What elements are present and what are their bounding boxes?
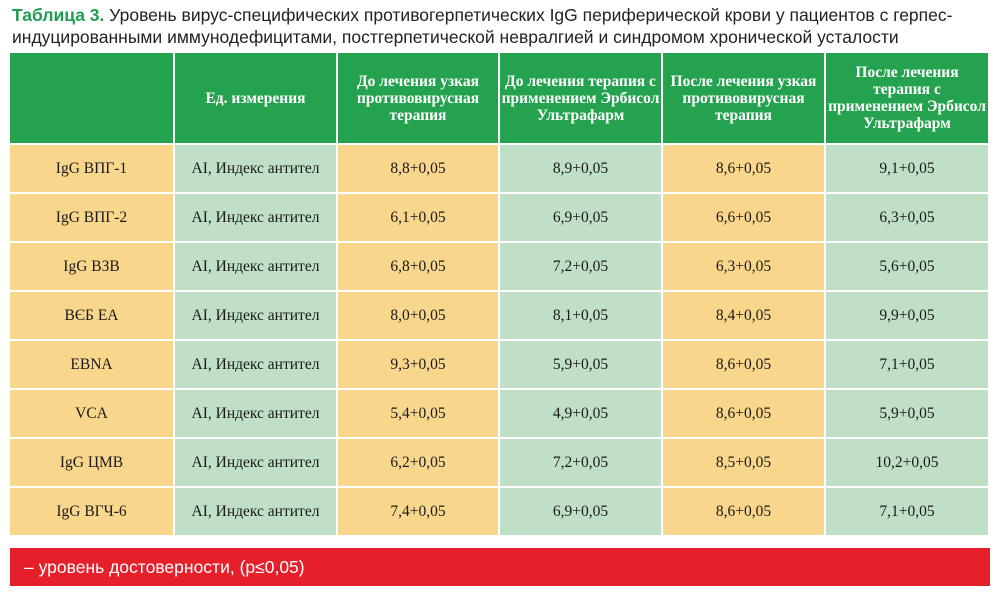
param-cell: ВЄБ ЕА	[10, 292, 175, 341]
unit-cell: AI, Индекс антител	[175, 243, 338, 292]
value-cell: 8,6+0,05	[663, 390, 826, 439]
value-cell: 4,9+0,05	[500, 390, 663, 439]
value-cell: 6,9+0,05	[500, 194, 663, 243]
value-cell: 8,0+0,05	[338, 292, 500, 341]
unit-cell: AI, Индекс антител	[175, 292, 338, 341]
param-cell: EBNA	[10, 341, 175, 390]
significance-note: – уровень достоверности, (p≤0,05)	[10, 548, 990, 586]
table-caption: Таблица 3. Уровень вирус-специфических п…	[12, 4, 992, 48]
value-cell: 8,6+0,05	[663, 488, 826, 537]
param-cell: IgG ВПГ-1	[10, 145, 175, 194]
table-row: IgG ЦМВ AI, Индекс антител 6,2+0,05 7,2+…	[10, 439, 990, 488]
value-cell: 10,2+0,05	[826, 439, 990, 488]
value-cell: 7,2+0,05	[500, 243, 663, 292]
header-before-narrow: До лечения узкая противовирусная терапия	[338, 53, 500, 145]
unit-cell: AI, Индекс антител	[175, 488, 338, 537]
value-cell: 6,8+0,05	[338, 243, 500, 292]
value-cell: 6,3+0,05	[826, 194, 990, 243]
header-unit: Ед. измерения	[175, 53, 338, 145]
header-before-erbisol: До лечения терапия с применением Эрбисол…	[500, 53, 663, 145]
table-row: IgG ВПГ-1 AI, Индекс антител 8,8+0,05 8,…	[10, 145, 990, 194]
table-row: ВЄБ ЕА AI, Индекс антител 8,0+0,05 8,1+0…	[10, 292, 990, 341]
value-cell: 9,9+0,05	[826, 292, 990, 341]
unit-cell: AI, Индекс антител	[175, 145, 338, 194]
value-cell: 9,3+0,05	[338, 341, 500, 390]
header-row: Ед. измерения До лечения узкая противови…	[10, 53, 990, 145]
param-cell: VCA	[10, 390, 175, 439]
caption-label: Таблица 3.	[12, 5, 105, 25]
value-cell: 6,3+0,05	[663, 243, 826, 292]
value-cell: 8,8+0,05	[338, 145, 500, 194]
value-cell: 6,9+0,05	[500, 488, 663, 537]
param-cell: IgG ВГЧ-6	[10, 488, 175, 537]
unit-cell: AI, Индекс антител	[175, 439, 338, 488]
value-cell: 7,1+0,05	[826, 341, 990, 390]
header-param	[10, 53, 175, 145]
value-cell: 8,5+0,05	[663, 439, 826, 488]
data-table: Ед. измерения До лечения узкая противови…	[10, 53, 990, 537]
value-cell: 8,6+0,05	[663, 145, 826, 194]
unit-cell: AI, Индекс антител	[175, 341, 338, 390]
header-after-erbisol: После лечения терапия с применением Эрби…	[826, 53, 990, 145]
param-cell: IgG ВПГ-2	[10, 194, 175, 243]
value-cell: 8,9+0,05	[500, 145, 663, 194]
table-row: IgG ВПГ-2 AI, Индекс антител 6,1+0,05 6,…	[10, 194, 990, 243]
value-cell: 7,4+0,05	[338, 488, 500, 537]
param-cell: IgG ЦМВ	[10, 439, 175, 488]
table-row: VCA AI, Индекс антител 5,4+0,05 4,9+0,05…	[10, 390, 990, 439]
value-cell: 7,1+0,05	[826, 488, 990, 537]
value-cell: 9,1+0,05	[826, 145, 990, 194]
value-cell: 8,1+0,05	[500, 292, 663, 341]
value-cell: 5,6+0,05	[826, 243, 990, 292]
value-cell: 8,6+0,05	[663, 341, 826, 390]
table-row: IgG ВГЧ-6 AI, Индекс антител 7,4+0,05 6,…	[10, 488, 990, 537]
table-row: EBNA AI, Индекс антител 9,3+0,05 5,9+0,0…	[10, 341, 990, 390]
value-cell: 8,4+0,05	[663, 292, 826, 341]
value-cell: 6,1+0,05	[338, 194, 500, 243]
caption-text: Уровень вирус-специфических противогерпе…	[12, 5, 953, 47]
value-cell: 7,2+0,05	[500, 439, 663, 488]
value-cell: 5,9+0,05	[500, 341, 663, 390]
value-cell: 6,6+0,05	[663, 194, 826, 243]
value-cell: 6,2+0,05	[338, 439, 500, 488]
param-cell: IgG ВЗВ	[10, 243, 175, 292]
header-after-narrow: После лечения узкая противовирусная тера…	[663, 53, 826, 145]
unit-cell: AI, Индекс антител	[175, 390, 338, 439]
unit-cell: AI, Индекс антител	[175, 194, 338, 243]
table-row: IgG ВЗВ AI, Индекс антител 6,8+0,05 7,2+…	[10, 243, 990, 292]
value-cell: 5,9+0,05	[826, 390, 990, 439]
value-cell: 5,4+0,05	[338, 390, 500, 439]
